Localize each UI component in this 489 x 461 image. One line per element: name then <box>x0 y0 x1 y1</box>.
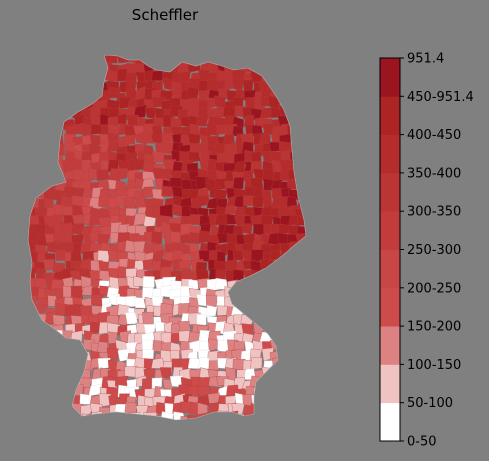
legend-tick-label: 400-450 <box>407 128 461 143</box>
legend-tick-label: 450-951.4 <box>407 90 474 105</box>
district-region <box>232 177 245 191</box>
district-region <box>141 178 155 190</box>
legend-bin-6 <box>380 172 400 212</box>
district-region <box>143 368 155 378</box>
district-region <box>206 305 218 317</box>
district-region <box>117 168 129 180</box>
map-title: Scheffler <box>131 6 199 24</box>
district-region <box>196 115 209 127</box>
district-region <box>123 196 137 210</box>
district-region <box>105 55 118 64</box>
district-region <box>133 104 147 118</box>
legend-bin-9 <box>380 58 400 97</box>
legend-tick-label: 0-50 <box>407 435 437 450</box>
district-region <box>141 132 155 144</box>
district-region <box>89 134 102 147</box>
district-region <box>245 96 255 110</box>
legend-tick-label: 100-150 <box>407 358 461 373</box>
legend-bin-2 <box>380 326 400 365</box>
legend-bin-8 <box>380 96 400 135</box>
district-region <box>208 360 220 371</box>
district-region <box>173 411 186 420</box>
district-region <box>231 78 245 91</box>
district-region <box>98 194 112 208</box>
district-region <box>52 314 65 327</box>
legend-tick-label: 50-100 <box>407 396 453 411</box>
district-region <box>160 221 171 234</box>
legend-tick-label: 150-200 <box>407 320 461 335</box>
district-region <box>142 276 155 288</box>
district-region <box>180 233 192 244</box>
legend-tick-label: 250-300 <box>407 243 461 258</box>
district-region <box>80 404 94 416</box>
district-region <box>187 357 200 369</box>
legend-bin-0 <box>380 402 400 442</box>
district-region <box>189 232 201 245</box>
legend-bin-4 <box>380 249 400 289</box>
district-region <box>206 123 219 136</box>
district-region <box>161 185 174 197</box>
legend-bin-5 <box>380 211 400 250</box>
legend-tick-label: 300-350 <box>407 205 461 220</box>
legend-tick-label: 350-400 <box>407 166 461 181</box>
district-region <box>106 347 119 361</box>
legend-tick-label: 951.4 <box>407 52 444 67</box>
district-region <box>79 122 93 137</box>
legend-tick-label: 200-250 <box>407 281 461 296</box>
district-region <box>252 195 264 208</box>
district-region <box>124 134 136 145</box>
legend-bin-1 <box>380 364 400 404</box>
district-region <box>196 314 207 327</box>
legend-bin-3 <box>380 287 400 327</box>
district-region <box>151 231 163 245</box>
legend-bin-7 <box>380 134 400 174</box>
